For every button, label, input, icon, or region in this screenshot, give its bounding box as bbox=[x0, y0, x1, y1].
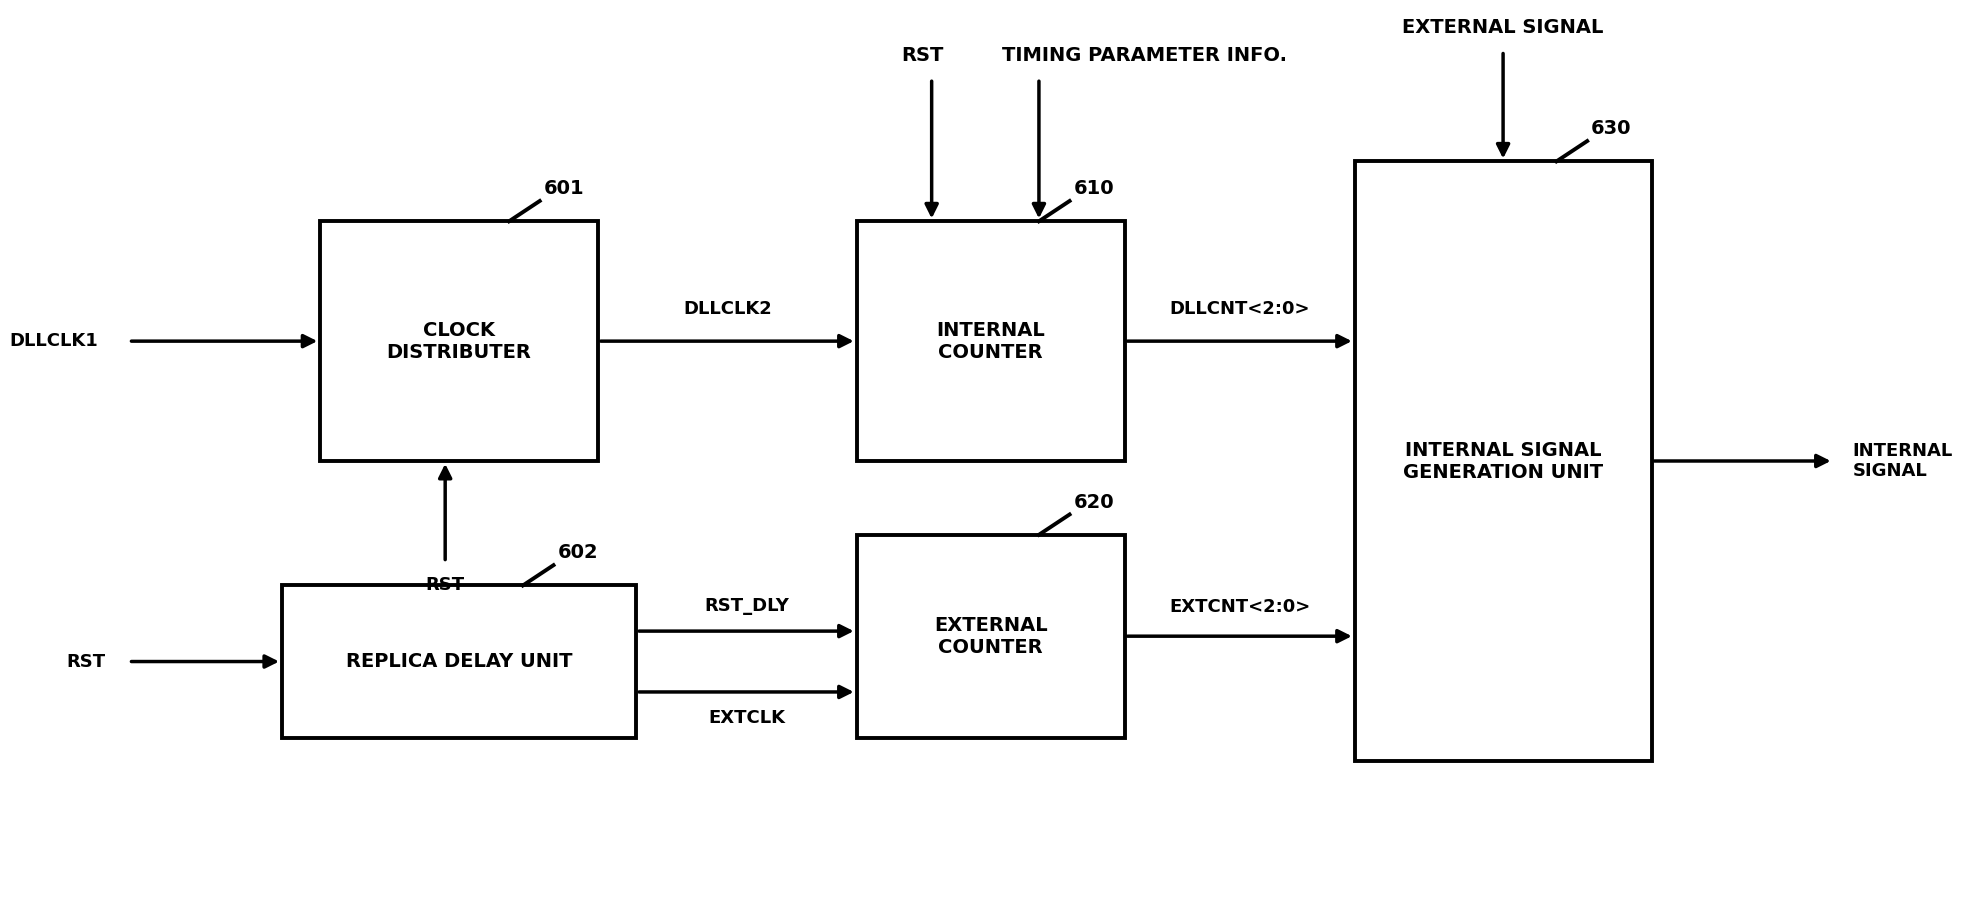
Text: CLOCK
DISTRIBUTER: CLOCK DISTRIBUTER bbox=[387, 321, 532, 361]
Text: EXTERNAL SIGNAL: EXTERNAL SIGNAL bbox=[1403, 18, 1605, 37]
Text: 601: 601 bbox=[543, 179, 585, 198]
Text: EXTCNT<2:0>: EXTCNT<2:0> bbox=[1170, 597, 1310, 616]
Text: INTERNAL SIGNAL
GENERATION UNIT: INTERNAL SIGNAL GENERATION UNIT bbox=[1403, 441, 1603, 481]
Text: DLLCLK1: DLLCLK1 bbox=[10, 332, 99, 350]
Text: 630: 630 bbox=[1591, 119, 1632, 138]
Text: RST: RST bbox=[67, 653, 105, 670]
Text: 602: 602 bbox=[557, 543, 599, 562]
Text: INTERNAL
COUNTER: INTERNAL COUNTER bbox=[937, 321, 1045, 361]
FancyBboxPatch shape bbox=[320, 221, 599, 461]
Text: EXTERNAL
COUNTER: EXTERNAL COUNTER bbox=[935, 616, 1047, 656]
Text: RST: RST bbox=[425, 576, 464, 595]
FancyBboxPatch shape bbox=[1356, 161, 1652, 761]
Text: INTERNAL
SIGNAL: INTERNAL SIGNAL bbox=[1853, 442, 1952, 480]
Text: RST_DLY: RST_DLY bbox=[703, 597, 788, 614]
Text: RST: RST bbox=[901, 45, 943, 65]
FancyBboxPatch shape bbox=[283, 585, 636, 738]
Text: 620: 620 bbox=[1073, 492, 1114, 512]
Text: DLLCLK2: DLLCLK2 bbox=[684, 300, 773, 318]
Text: DLLCNT<2:0>: DLLCNT<2:0> bbox=[1170, 300, 1310, 318]
Text: 610: 610 bbox=[1073, 179, 1114, 198]
Text: REPLICA DELAY UNIT: REPLICA DELAY UNIT bbox=[346, 652, 573, 671]
Text: TIMING PARAMETER INFO.: TIMING PARAMETER INFO. bbox=[1002, 45, 1286, 65]
FancyBboxPatch shape bbox=[856, 535, 1124, 738]
FancyBboxPatch shape bbox=[856, 221, 1124, 461]
Text: EXTCLK: EXTCLK bbox=[707, 708, 784, 727]
